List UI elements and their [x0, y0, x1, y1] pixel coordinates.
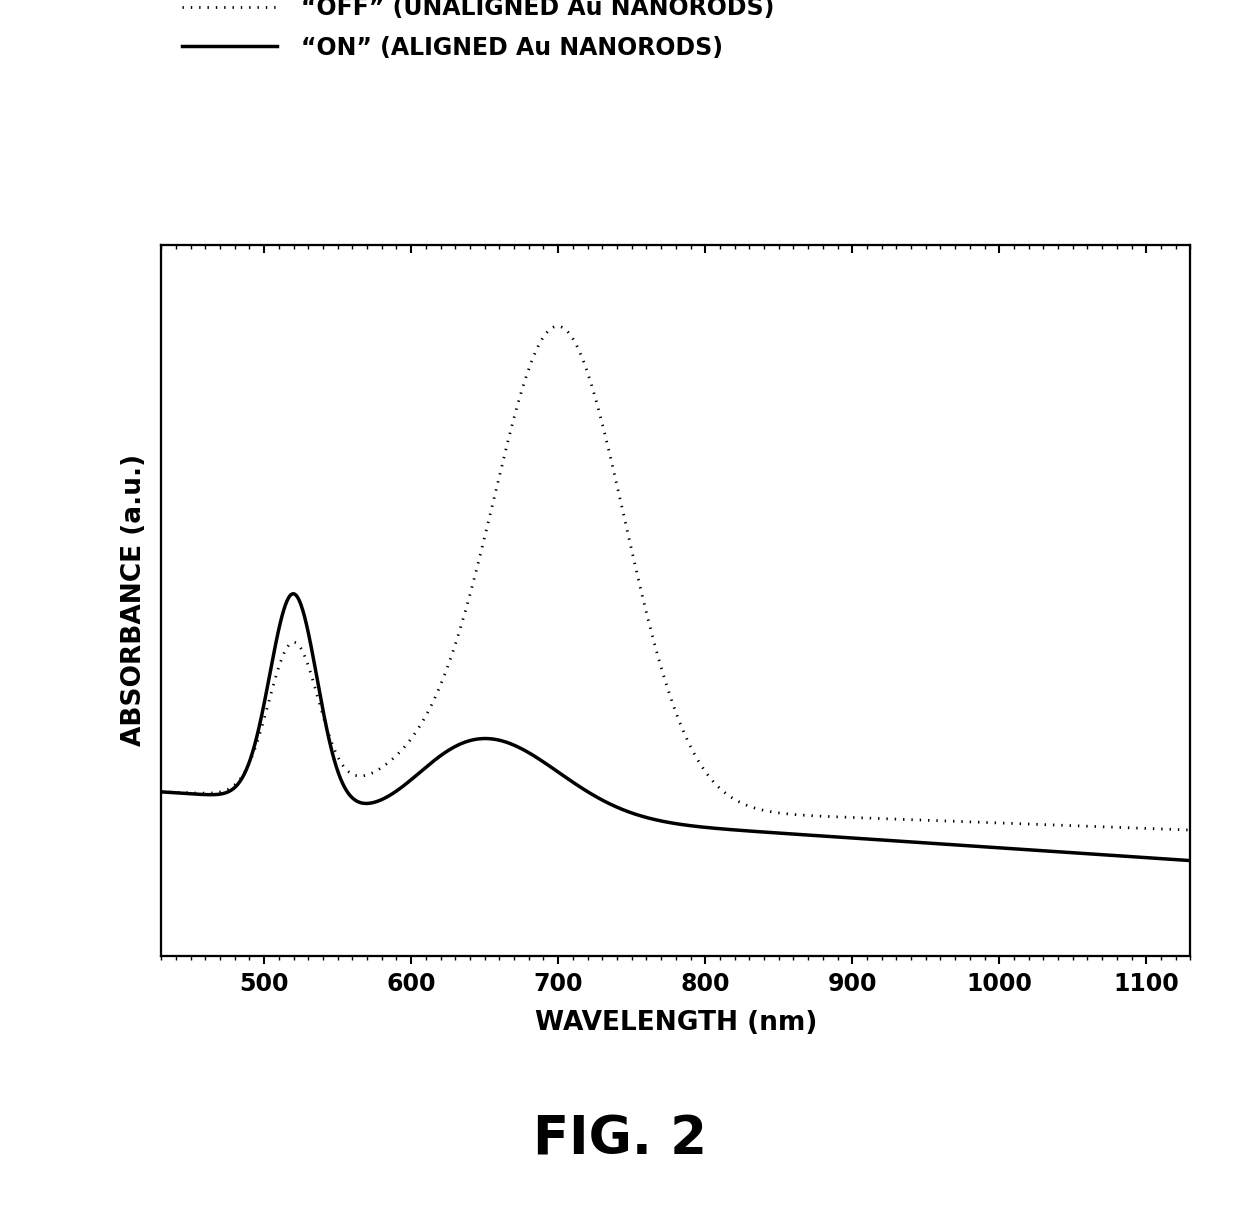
X-axis label: WAVELENGTH (nm): WAVELENGTH (nm) [534, 1011, 817, 1036]
Text: FIG. 2: FIG. 2 [533, 1114, 707, 1165]
Y-axis label: ABSORBANCE (a.u.): ABSORBANCE (a.u.) [122, 454, 148, 746]
Legend: “OFF” (UNALIGNED Au NANORODS), “ON” (ALIGNED Au NANORODS): “OFF” (UNALIGNED Au NANORODS), “ON” (ALI… [174, 0, 784, 69]
